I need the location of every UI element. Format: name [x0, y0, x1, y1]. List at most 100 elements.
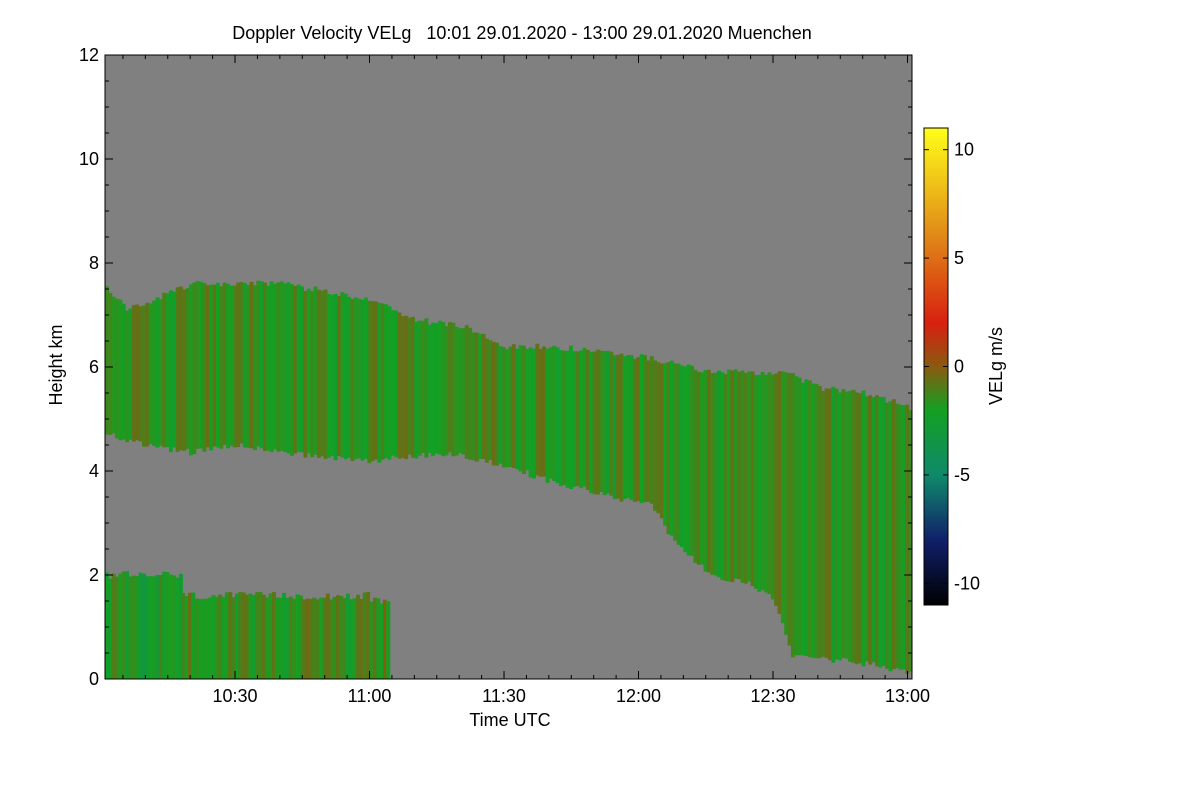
velocity-column	[235, 593, 239, 679]
velocity-column	[252, 285, 257, 451]
velocity-column	[315, 599, 320, 679]
velocity-column	[854, 392, 859, 665]
velocity-column	[242, 282, 247, 448]
velocity-column	[545, 348, 550, 483]
velocity-column	[831, 386, 836, 663]
velocity-column	[382, 599, 387, 679]
velocity-column	[269, 281, 274, 453]
velocity-column	[325, 593, 330, 679]
velocity-column	[673, 363, 678, 541]
velocity-column	[111, 573, 116, 679]
velocity-column	[622, 356, 627, 500]
velocity-column	[219, 286, 224, 449]
velocity-column	[168, 290, 173, 453]
colorbar-tick-label: 10	[954, 140, 974, 160]
y-tick-label: 10	[79, 149, 99, 169]
velocity-column	[444, 326, 449, 456]
velocity-column	[528, 347, 533, 478]
velocity-column	[105, 286, 109, 435]
velocity-column	[404, 315, 409, 460]
velocity-column	[498, 346, 503, 464]
velocity-column	[898, 404, 903, 670]
velocity-column	[891, 399, 896, 670]
velocity-column	[218, 594, 223, 679]
chart-title: Doppler Velocity VELg 10:01 29.01.2020 -…	[232, 23, 811, 43]
velocity-column	[310, 291, 315, 458]
x-tick-label: 10:30	[212, 686, 257, 706]
velocity-column	[535, 343, 540, 476]
velocity-column	[764, 374, 769, 593]
velocity-column	[162, 292, 167, 448]
velocity-column	[868, 395, 873, 665]
velocity-column	[861, 390, 866, 667]
velocity-column	[215, 282, 220, 448]
velocity-column	[703, 370, 708, 572]
velocity-column	[339, 595, 344, 679]
velocity-column	[115, 298, 120, 439]
velocity-column	[302, 599, 307, 679]
velocity-column	[851, 389, 856, 663]
velocity-column	[221, 596, 226, 679]
x-tick-label: 13:00	[885, 686, 930, 706]
velocity-column	[727, 369, 732, 582]
velocity-column	[801, 382, 805, 656]
velocity-column	[454, 326, 459, 456]
velocity-column	[236, 282, 241, 447]
velocity-column	[885, 402, 890, 669]
velocity-column	[283, 283, 288, 453]
y-tick-label: 6	[89, 357, 99, 377]
velocity-column	[643, 355, 647, 503]
velocity-column	[300, 286, 304, 453]
velocity-column	[686, 364, 691, 556]
velocity-column	[345, 593, 350, 679]
upper-cloud-layer	[105, 280, 912, 674]
velocity-column	[905, 404, 910, 674]
velocity-column	[185, 288, 190, 450]
velocity-column	[737, 371, 742, 580]
colorbar-label: VELg m/s	[986, 327, 1006, 405]
velocity-column	[172, 575, 177, 679]
velocity-column	[292, 598, 297, 679]
velocity-column	[838, 392, 842, 661]
velocity-column	[659, 363, 664, 519]
velocity-column	[111, 296, 116, 434]
velocity-column	[131, 575, 136, 679]
velocity-column	[184, 596, 189, 679]
velocity-column	[192, 282, 197, 455]
velocity-column	[259, 281, 264, 449]
velocity-column	[288, 596, 293, 679]
y-tick-label: 12	[79, 45, 99, 65]
velocity-column	[228, 592, 233, 679]
x-tick-label: 11:30	[482, 686, 526, 706]
velocity-column	[589, 351, 594, 494]
velocity-column	[437, 320, 442, 455]
velocity-column	[753, 375, 758, 589]
velocity-column	[181, 593, 186, 679]
y-axis-label: Height km	[46, 324, 66, 405]
velocity-column	[261, 594, 266, 679]
velocity-column	[774, 373, 779, 606]
velocity-column	[293, 286, 298, 454]
velocity-column	[352, 598, 357, 679]
velocity-column	[700, 372, 705, 565]
velocity-column	[273, 283, 278, 450]
velocity-column	[198, 598, 202, 679]
velocity-column	[474, 332, 479, 462]
velocity-column	[552, 345, 557, 482]
velocity-column	[205, 285, 210, 448]
velocity-column	[733, 369, 738, 579]
velocity-column	[155, 297, 160, 448]
velocity-column	[848, 390, 853, 662]
velocity-column	[636, 357, 641, 502]
velocity-column	[165, 572, 170, 679]
velocity-column	[387, 306, 392, 460]
velocity-column	[693, 369, 698, 563]
velocity-column	[238, 591, 243, 679]
velocity-column	[582, 347, 587, 487]
velocity-column	[135, 575, 140, 679]
velocity-column	[256, 280, 261, 447]
velocity-column	[189, 284, 194, 456]
velocity-column	[214, 596, 219, 679]
velocity-column	[306, 288, 311, 454]
velocity-column	[360, 299, 365, 461]
